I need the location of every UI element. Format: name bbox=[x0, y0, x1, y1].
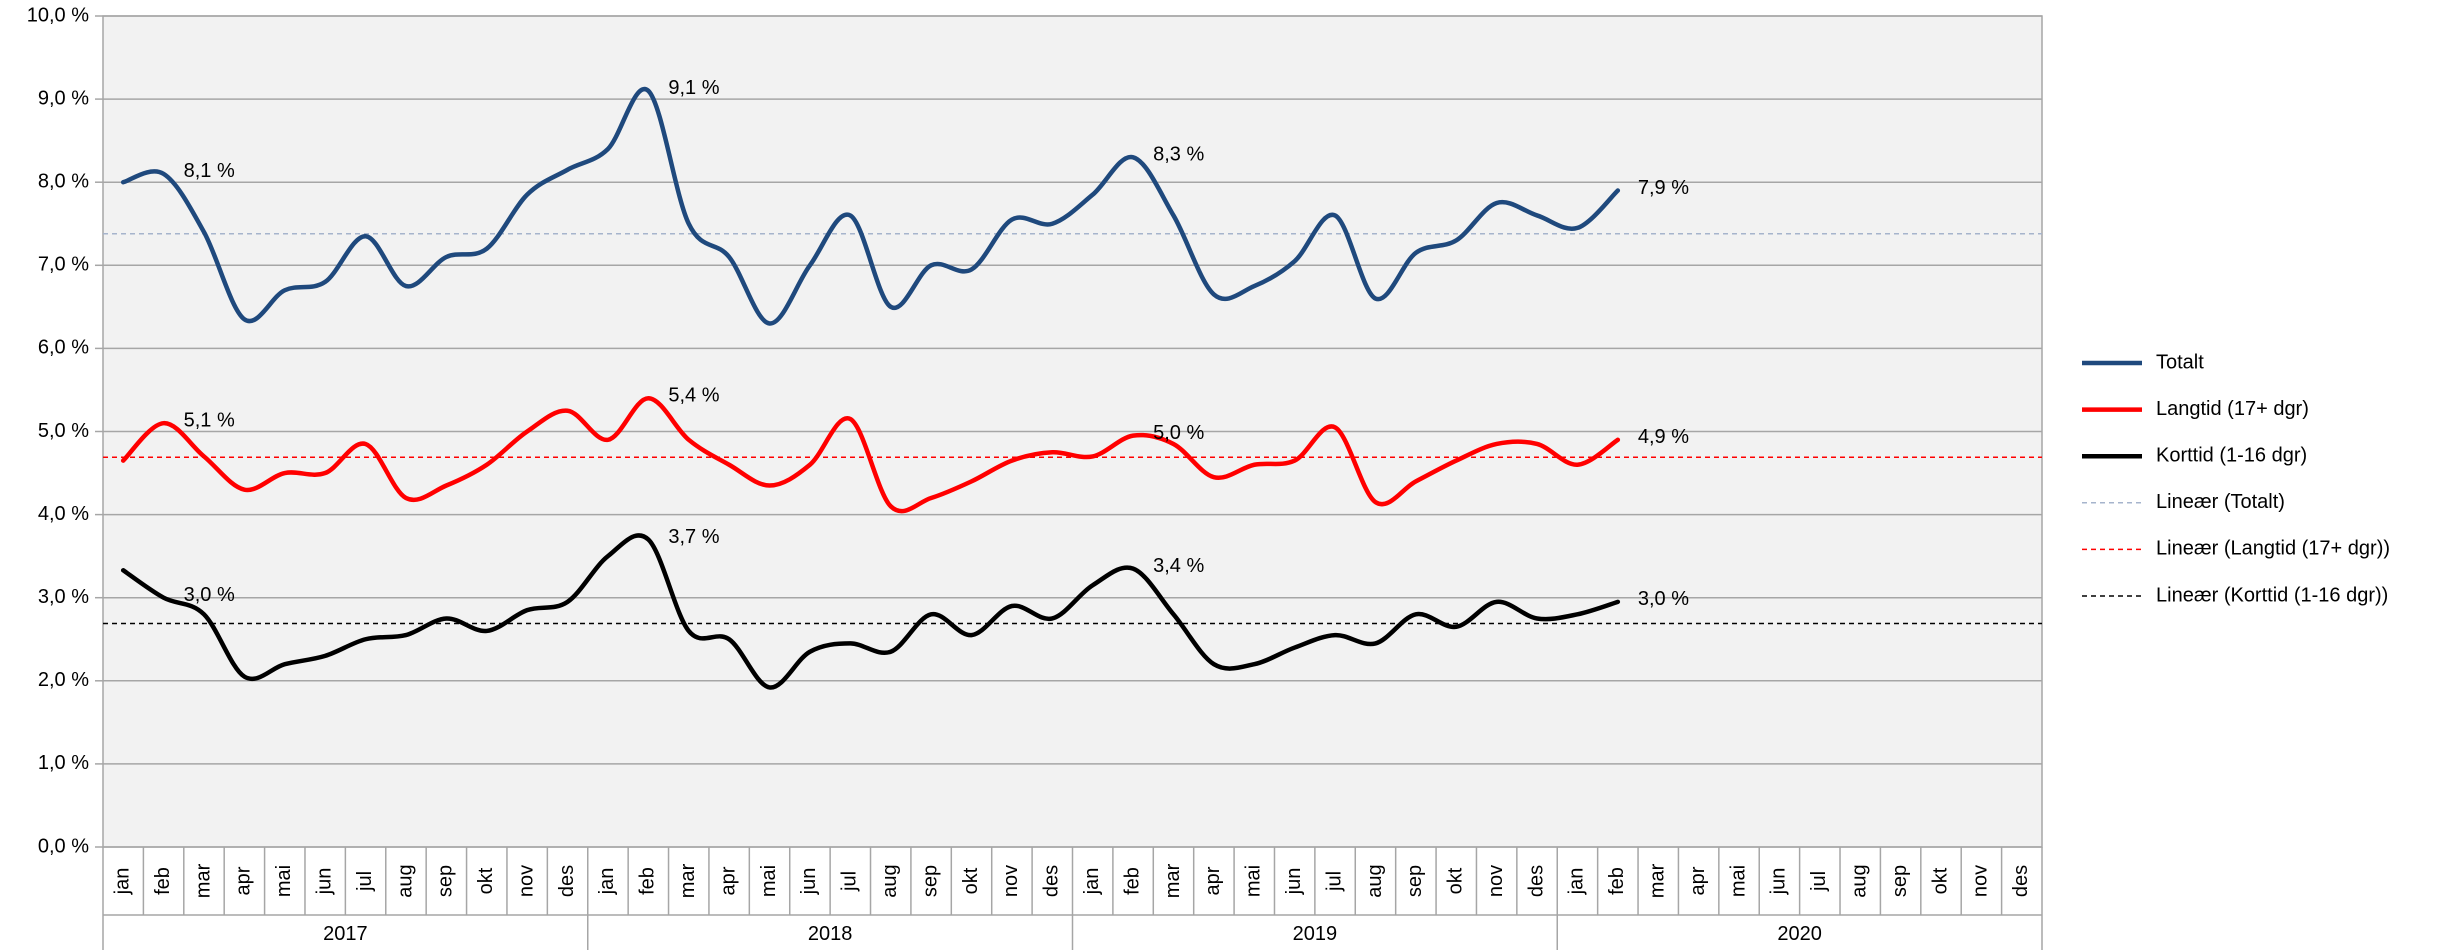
y-tick-label: 7,0 % bbox=[38, 254, 89, 276]
x-tick-label: feb bbox=[637, 867, 659, 895]
x-tick-label: jan bbox=[111, 868, 133, 896]
x-tick-label: okt bbox=[1929, 867, 1951, 894]
y-tick-label: 10,0 % bbox=[27, 4, 89, 26]
data-label: 9,1 % bbox=[668, 77, 719, 99]
x-tick-label: mar bbox=[1162, 863, 1184, 898]
x-tick-label: mar bbox=[1647, 863, 1669, 898]
x-tick-label: nov bbox=[515, 865, 537, 897]
data-line bbox=[120, 86, 1621, 326]
x-tick-label: apr bbox=[717, 866, 739, 895]
y-tick-label: 1,0 % bbox=[38, 752, 89, 774]
data-label: 3,7 % bbox=[668, 526, 719, 548]
data-label: 7,9 % bbox=[1638, 177, 1689, 199]
x-tick-label: mai bbox=[273, 865, 295, 897]
x-tick-label: des bbox=[2010, 865, 2032, 897]
x-tick-label: nov bbox=[1970, 865, 1992, 897]
x-tick-label: jun bbox=[313, 868, 335, 896]
x-tick-label: feb bbox=[152, 867, 174, 895]
data-label: 4,9 % bbox=[1638, 426, 1689, 448]
year-label: 2019 bbox=[1293, 923, 1338, 945]
x-tick-label: jan bbox=[1081, 868, 1103, 896]
x-tick-label: okt bbox=[475, 867, 497, 894]
x-tick-label: sep bbox=[1889, 865, 1911, 897]
data-label: 3,0 % bbox=[184, 584, 235, 606]
x-tick-label: feb bbox=[1121, 867, 1143, 895]
x-tick-label: mai bbox=[1727, 865, 1749, 897]
x-tick-label: apr bbox=[233, 866, 255, 895]
x-tick-label: okt bbox=[960, 867, 982, 894]
year-label: 2018 bbox=[808, 923, 853, 945]
legend-label: Lineær (Korttid (1-16 dgr)) bbox=[2156, 584, 2388, 606]
x-tick-label: des bbox=[556, 865, 578, 897]
x-tick-label: jun bbox=[1768, 868, 1790, 896]
year-label: 2017 bbox=[323, 923, 368, 945]
y-tick-label: 2,0 % bbox=[38, 669, 89, 691]
x-tick-label: des bbox=[1041, 865, 1063, 897]
legend-label: Korttid (1-16 dgr) bbox=[2156, 444, 2307, 466]
x-tick-label: mar bbox=[192, 863, 214, 898]
data-line bbox=[120, 533, 1621, 690]
x-tick-label: jun bbox=[1283, 868, 1305, 896]
x-tick-label: jun bbox=[798, 868, 820, 896]
x-tick-label: nov bbox=[1000, 865, 1022, 897]
x-tick-label: des bbox=[1525, 865, 1547, 897]
x-tick-label: jan bbox=[596, 868, 618, 896]
x-tick-label: aug bbox=[394, 864, 416, 897]
data-label: 3,4 % bbox=[1153, 555, 1204, 577]
legend-label: Lineær (Totalt) bbox=[2156, 491, 2285, 513]
x-tick-label: feb bbox=[1606, 867, 1628, 895]
y-tick-label: 5,0 % bbox=[38, 420, 89, 442]
legend-label: Lineær (Langtid (17+ dgr)) bbox=[2156, 538, 2390, 560]
x-tick-label: sep bbox=[919, 865, 941, 897]
data-label: 5,0 % bbox=[1153, 422, 1204, 444]
x-tick-label: jul bbox=[1323, 871, 1345, 892]
x-tick-label: sep bbox=[1404, 865, 1426, 897]
legend-label: Langtid (17+ dgr) bbox=[2156, 398, 2309, 420]
x-tick-label: aug bbox=[1364, 864, 1386, 897]
x-tick-label: jul bbox=[839, 871, 861, 892]
x-tick-label: nov bbox=[1485, 865, 1507, 897]
y-tick-label: 0,0 % bbox=[38, 835, 89, 857]
data-label: 3,0 % bbox=[1638, 588, 1689, 610]
x-tick-label: apr bbox=[1687, 866, 1709, 895]
data-line bbox=[120, 396, 1621, 514]
x-tick-label: jul bbox=[354, 871, 376, 892]
y-tick-label: 6,0 % bbox=[38, 337, 89, 359]
data-label: 8,1 % bbox=[184, 160, 235, 182]
data-label: 5,4 % bbox=[668, 385, 719, 407]
y-tick-label: 9,0 % bbox=[38, 87, 89, 109]
x-tick-label: okt bbox=[1445, 867, 1467, 894]
x-tick-label: jan bbox=[1566, 868, 1588, 896]
x-tick-label: aug bbox=[879, 864, 901, 897]
x-tick-label: mai bbox=[1243, 865, 1265, 897]
x-tick-label: sep bbox=[435, 865, 457, 897]
x-tick-label: aug bbox=[1849, 864, 1871, 897]
data-label: 5,1 % bbox=[184, 409, 235, 431]
x-tick-label: jul bbox=[1808, 871, 1830, 892]
x-tick-label: mai bbox=[758, 865, 780, 897]
legend-label: Totalt bbox=[2156, 351, 2204, 373]
y-tick-label: 4,0 % bbox=[38, 503, 89, 525]
data-label: 8,3 % bbox=[1153, 144, 1204, 166]
y-tick-label: 3,0 % bbox=[38, 586, 89, 608]
y-tick-label: 8,0 % bbox=[38, 170, 89, 192]
x-tick-label: apr bbox=[1202, 866, 1224, 895]
year-label: 2020 bbox=[1777, 923, 1822, 945]
x-tick-label: mar bbox=[677, 863, 699, 898]
